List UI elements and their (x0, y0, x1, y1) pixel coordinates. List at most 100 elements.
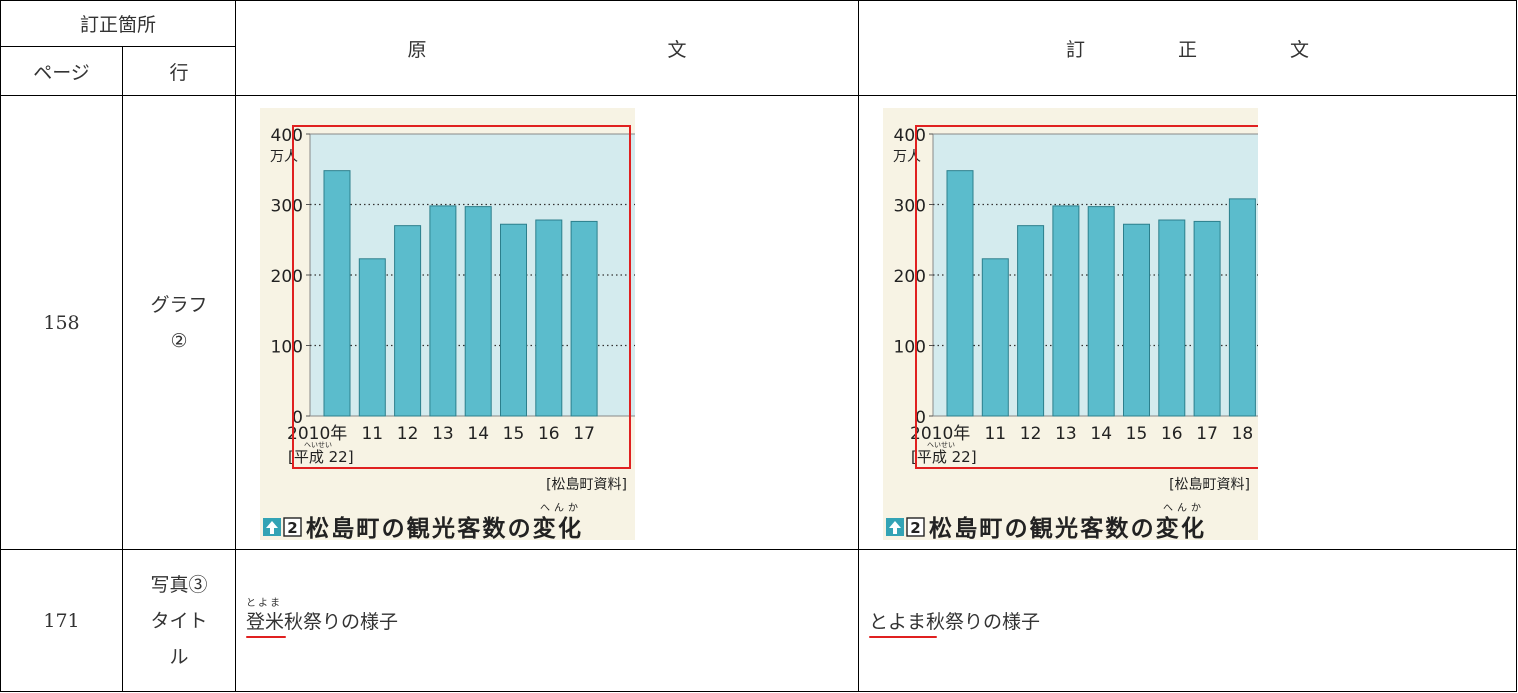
y-unit-label: 万人 (270, 149, 298, 165)
original-chart: 0 100 200 300 400 万人 2010年 11 12 13 14 15 16 17 へいせい [平… (260, 108, 635, 540)
source-label: [松島町資料] (1169, 477, 1250, 493)
row-158-page: 158 (0, 95, 123, 550)
y-tick-label: 100 (271, 338, 303, 358)
bar (1017, 225, 1045, 417)
caption-number: 2 (910, 519, 920, 537)
original-text-cell: とよま 登米 秋祭りの様子 (235, 549, 859, 692)
original-header-char-1: 原 (407, 38, 427, 61)
corrected-highlight: とよま (869, 607, 937, 638)
corrected-underline (869, 636, 937, 638)
x-tick-label: 13 (432, 424, 454, 444)
row-158-line: グラフ ② (122, 95, 236, 550)
bar (981, 258, 1009, 417)
x-tick-label: 16 (1161, 424, 1183, 444)
original-chart-svg: 0 100 200 300 400 万人 2010年 11 12 13 14 15 16 17 へいせい[平… (263, 125, 635, 540)
x-tick-label: 14 (1090, 424, 1112, 444)
y-tick-label: 0 (915, 408, 926, 428)
caption-text: 松島町の観光客数の変化 (306, 515, 581, 540)
bar (500, 223, 527, 417)
row-171-page: 171 (0, 549, 123, 692)
original-ruby: とよま (246, 598, 282, 609)
original-header-char-2: 文 (667, 38, 687, 61)
bar (1193, 220, 1221, 417)
corrected-text-cell: とよま 秋祭りの様子 (858, 549, 1517, 692)
x-tick-label: 15 (503, 424, 525, 444)
caption-ruby: へんか (540, 502, 582, 514)
bar (394, 225, 422, 417)
x-tick-label: 2010年 (910, 424, 970, 444)
corrected-chart-svg: 0 100 200 300 400 万人 2010年 11 12 13 14 15 16 17 18 へいせい… (886, 125, 1258, 540)
original-underline (246, 636, 286, 638)
up-arrow-glyph (266, 521, 278, 534)
bar (1087, 206, 1115, 417)
row-171-line-1: 写真③ (150, 573, 208, 596)
caption-number-box (283, 517, 302, 537)
caption-text: 松島町の観光客数の変化 (929, 515, 1204, 540)
up-arrow-glyph (889, 521, 901, 534)
y-tick-label: 400 (271, 126, 303, 146)
bar (535, 219, 563, 417)
x-tick-label: 2010年 (287, 424, 347, 444)
bar (464, 206, 492, 417)
caption-ruby: へんか (1163, 502, 1205, 514)
corrected-header-char-3: 文 (1289, 38, 1309, 61)
bar (570, 220, 598, 417)
era-ruby: へいせい (304, 441, 332, 449)
y-tick-label: 400 (894, 126, 926, 146)
bar (323, 170, 351, 417)
x-tick-label: 12 (397, 424, 419, 444)
y-tick-label: 200 (271, 267, 303, 287)
bar (358, 258, 386, 417)
highlight-box (292, 125, 631, 469)
x-tick-label: 17 (1196, 424, 1218, 444)
era-ruby: へいせい (927, 441, 955, 449)
page-header: ページ (0, 46, 123, 96)
corrected-chart: 0 100 200 300 400 万人 2010年 11 12 13 14 15 16 17 18 へいせい… (883, 108, 1258, 540)
x-tick-label: 18 (1232, 424, 1254, 444)
era-note: [平成 22] (288, 448, 354, 466)
bar (946, 170, 974, 417)
x-tick-label: 11 (361, 424, 383, 444)
era-note: [平成 22] (911, 448, 977, 466)
x-tick-label: 16 (538, 424, 560, 444)
x-tick-label: 12 (1020, 424, 1042, 444)
corrected-highlight-text: とよま (869, 611, 927, 633)
location-header: 訂正箇所 (0, 0, 236, 47)
y-tick-label: 100 (894, 338, 926, 358)
x-tick-label: 17 (573, 424, 595, 444)
corrected-text-rest: 秋祭りの様子 (926, 611, 1041, 633)
bar (1158, 219, 1186, 417)
row-171-line-3: ル (169, 645, 189, 668)
highlight-box (915, 125, 1258, 469)
bar (1052, 205, 1080, 417)
original-header: 原文 (235, 0, 859, 96)
row-158-line-1: グラフ (150, 293, 208, 316)
x-tick-label: 11 (984, 424, 1006, 444)
line-header: 行 (122, 46, 236, 96)
original-chart-cell: 0 100 200 300 400 万人 2010年 11 12 13 14 15 16 17 へいせい [平… (235, 95, 859, 550)
row-171-line: 写真③ タイト ル (122, 549, 236, 692)
corrected-header-char-2: 正 (1177, 38, 1197, 61)
corrected-chart-cell: 0 100 200 300 400 万人 2010年 11 12 13 14 15 16 17 18 へいせい… (858, 95, 1517, 550)
source-label: [松島町資料] (546, 477, 627, 493)
x-tick-label: 13 (1055, 424, 1077, 444)
bar (1228, 198, 1256, 417)
caption-number-box (906, 517, 925, 537)
y-tick-label: 200 (894, 267, 926, 287)
y-tick-label: 300 (894, 197, 926, 217)
row-158-line-2: ② (170, 329, 188, 352)
bar (1123, 223, 1150, 417)
row-171-line-2: タイト (150, 609, 208, 632)
original-ruby-base-text: 登米 (246, 611, 285, 633)
corrected-header-char-1: 訂 (1065, 38, 1085, 61)
x-tick-label: 15 (1126, 424, 1148, 444)
caption-number: 2 (287, 519, 297, 537)
y-tick-label: 0 (292, 408, 303, 428)
y-tick-label: 300 (271, 197, 303, 217)
original-ruby-base: とよま 登米 (246, 598, 286, 638)
x-tick-label: 14 (467, 424, 489, 444)
original-text-rest: 秋祭りの様子 (284, 611, 399, 633)
corrected-header: 訂正文 (858, 0, 1517, 96)
y-unit-label: 万人 (893, 149, 921, 165)
